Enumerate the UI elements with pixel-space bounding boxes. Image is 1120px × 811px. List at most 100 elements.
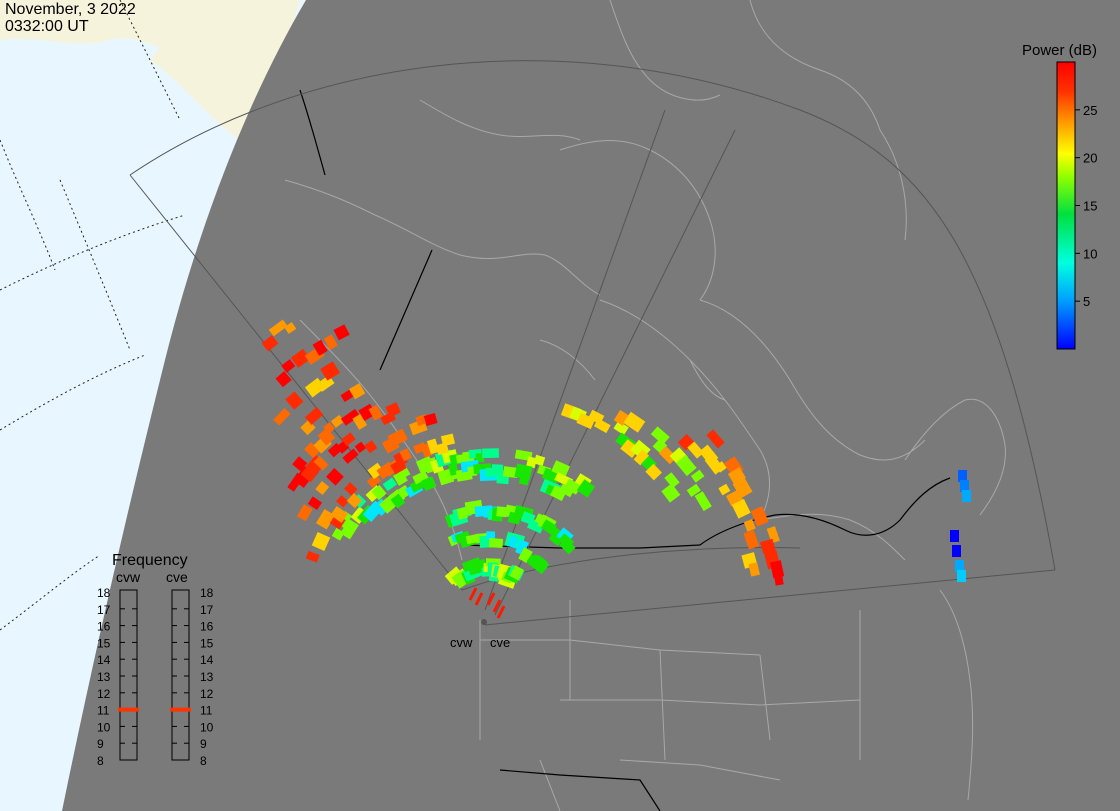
echo-cell bbox=[304, 442, 321, 459]
frequency-title: Frequency bbox=[112, 552, 188, 569]
echo-cell bbox=[563, 478, 582, 495]
echo-cell bbox=[773, 571, 784, 586]
echo-cell bbox=[518, 470, 531, 486]
echo-cell bbox=[514, 449, 533, 462]
echo-cell bbox=[312, 339, 328, 356]
echo-cell bbox=[305, 550, 320, 563]
echo-cell bbox=[393, 451, 408, 467]
echo-cell bbox=[650, 426, 670, 445]
frequency-radar-cvw: cvw bbox=[116, 569, 141, 585]
echo-cell bbox=[275, 371, 292, 388]
frequency-scale-label: 9 bbox=[200, 737, 207, 751]
echo-cell bbox=[331, 527, 345, 541]
date-label: November, 3 2022 bbox=[5, 1, 136, 18]
radar-site-label-cve: cve bbox=[490, 635, 510, 650]
echo-cell bbox=[346, 493, 363, 509]
echo-cell bbox=[492, 599, 502, 613]
echo-cell bbox=[311, 531, 331, 552]
frequency-column-cve bbox=[171, 589, 190, 761]
echo-cell bbox=[633, 449, 650, 466]
echo-cell bbox=[343, 482, 358, 496]
echo-cell bbox=[488, 537, 504, 549]
echo-cell bbox=[313, 455, 329, 471]
echo-cell bbox=[340, 519, 359, 540]
echo-cell bbox=[613, 420, 629, 436]
colorbar-title: Power (dB) bbox=[1022, 42, 1097, 59]
echo-cell bbox=[748, 562, 760, 577]
echo-cell bbox=[576, 479, 596, 498]
echo-cell bbox=[551, 460, 570, 478]
colorbar-tick-label: 25 bbox=[1083, 103, 1097, 118]
echo-cell bbox=[323, 422, 335, 434]
frequency-marker-cvw bbox=[118, 707, 139, 712]
echo-cell bbox=[706, 429, 725, 449]
echo-cell bbox=[766, 526, 780, 544]
echo-cell bbox=[732, 477, 753, 499]
echo-cell bbox=[320, 361, 340, 381]
frequency-column-cvw bbox=[119, 589, 138, 761]
colorbar-tick-label: 5 bbox=[1083, 294, 1090, 309]
echo-cell bbox=[307, 496, 322, 511]
echo-cell bbox=[330, 505, 348, 523]
echo-cell bbox=[367, 462, 385, 480]
echo-cell bbox=[371, 484, 387, 501]
radar-site-marker bbox=[481, 619, 487, 625]
echo-cell bbox=[382, 477, 397, 492]
echo-cell bbox=[743, 530, 760, 550]
frequency-scale-label: 9 bbox=[97, 737, 104, 751]
echo-cell bbox=[468, 587, 478, 601]
frequency-scale-label: 11 bbox=[200, 704, 213, 718]
echo-cell bbox=[955, 560, 964, 572]
echo-cell bbox=[273, 407, 291, 426]
frequency-scale-label: 12 bbox=[200, 687, 214, 701]
echo-cell bbox=[423, 412, 438, 427]
echo-cell bbox=[718, 483, 731, 496]
echo-cell bbox=[652, 438, 668, 454]
echo-cell bbox=[664, 472, 680, 489]
echo-cell bbox=[341, 432, 356, 447]
echo-cell bbox=[593, 418, 611, 434]
frequency-scale-label: 18 bbox=[200, 586, 214, 600]
night-side-shading bbox=[62, 0, 1120, 811]
echo-cell bbox=[750, 506, 769, 527]
frequency-scale-label: 13 bbox=[200, 670, 214, 684]
echo-cell bbox=[426, 438, 440, 455]
frequency-scale-label: 16 bbox=[200, 620, 214, 634]
echo-cell bbox=[690, 469, 705, 483]
echo-cell bbox=[440, 433, 456, 447]
echo-cell bbox=[366, 474, 382, 488]
echo-cell bbox=[507, 535, 519, 549]
echo-cell bbox=[675, 454, 697, 477]
echo-cell bbox=[304, 406, 324, 425]
frequency-scale-label: 17 bbox=[97, 603, 111, 617]
echo-cell bbox=[297, 504, 313, 522]
colorbar-tick-label: 15 bbox=[1083, 199, 1097, 214]
graticule bbox=[0, 0, 186, 631]
echo-cell bbox=[385, 402, 401, 418]
frequency-scale-label: 10 bbox=[97, 720, 111, 734]
echo-cell bbox=[317, 427, 336, 446]
echo-cell bbox=[526, 456, 538, 469]
power-colorbar: Power (dB) 25 20 15 10 5 bbox=[1022, 42, 1097, 350]
frequency-scale-label: 8 bbox=[200, 754, 207, 768]
echo-cell bbox=[515, 539, 529, 556]
echo-cell bbox=[323, 334, 338, 350]
echo-cell bbox=[398, 485, 411, 499]
echo-cell bbox=[387, 428, 408, 447]
echo-cell bbox=[261, 335, 279, 352]
echo-cell bbox=[285, 391, 304, 410]
frequency-scale-label: 17 bbox=[200, 603, 214, 617]
echo-cell bbox=[686, 483, 701, 497]
frequency-scale-label: 13 bbox=[97, 670, 111, 684]
echo-cell bbox=[326, 467, 344, 486]
echo-cell bbox=[760, 538, 776, 554]
echo-cell bbox=[316, 375, 335, 392]
frequency-scale-label: 14 bbox=[200, 653, 214, 667]
echo-cell bbox=[952, 545, 961, 557]
coastlines bbox=[284, 0, 1006, 811]
echo-cell bbox=[715, 461, 727, 473]
field-of-view bbox=[129, 60, 1056, 626]
echo-cell bbox=[694, 491, 712, 512]
echo-cell bbox=[315, 480, 330, 496]
